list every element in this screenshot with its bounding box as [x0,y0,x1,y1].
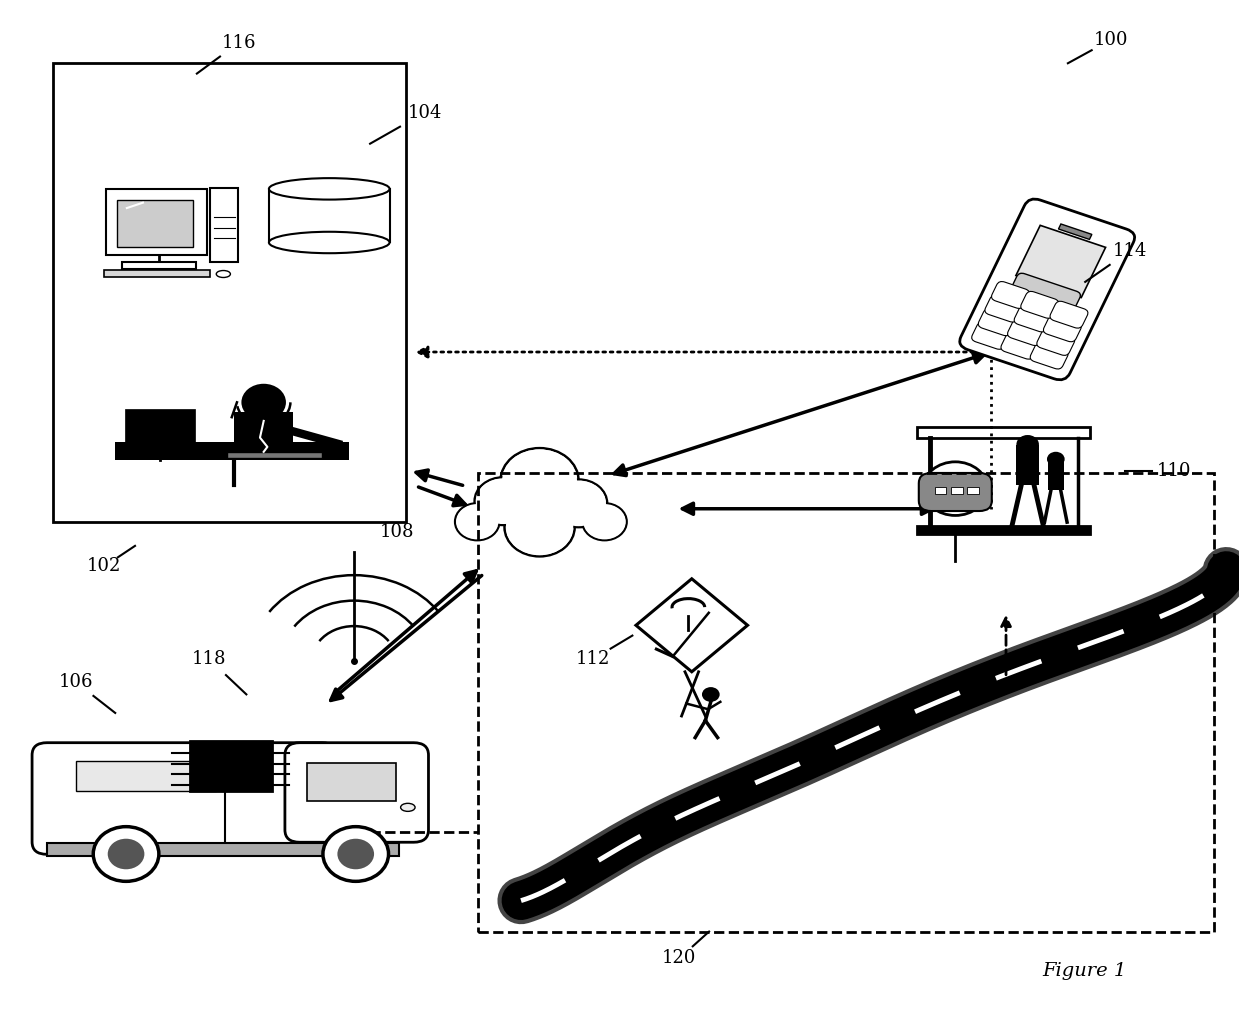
Text: 120: 120 [662,949,697,968]
Circle shape [583,504,626,540]
Text: 118: 118 [192,650,227,668]
FancyBboxPatch shape [190,741,272,791]
Polygon shape [636,579,748,672]
Ellipse shape [216,271,231,277]
FancyBboxPatch shape [47,843,399,855]
FancyBboxPatch shape [992,281,1029,308]
FancyBboxPatch shape [118,200,193,247]
Text: 108: 108 [379,523,414,542]
Circle shape [583,504,626,540]
FancyBboxPatch shape [76,761,216,791]
Circle shape [501,448,579,513]
FancyBboxPatch shape [1050,301,1087,328]
FancyBboxPatch shape [960,199,1135,379]
FancyBboxPatch shape [951,487,962,494]
Circle shape [551,481,606,526]
Circle shape [551,480,608,527]
Circle shape [1047,452,1065,466]
FancyBboxPatch shape [1001,332,1039,359]
FancyBboxPatch shape [919,473,992,511]
Circle shape [455,504,500,540]
FancyBboxPatch shape [1014,305,1052,332]
Circle shape [506,499,573,555]
Text: 104: 104 [407,103,441,122]
FancyBboxPatch shape [1008,318,1045,345]
FancyBboxPatch shape [53,63,405,522]
FancyBboxPatch shape [967,487,978,494]
FancyBboxPatch shape [227,452,321,458]
Text: 102: 102 [87,557,122,576]
Circle shape [108,839,144,870]
FancyBboxPatch shape [32,742,337,854]
FancyBboxPatch shape [972,323,1009,349]
FancyBboxPatch shape [211,188,238,263]
Circle shape [242,384,286,421]
FancyBboxPatch shape [1043,314,1081,342]
Text: 116: 116 [222,34,257,52]
Text: 110: 110 [1157,461,1192,480]
FancyBboxPatch shape [1059,224,1092,240]
FancyBboxPatch shape [916,427,1090,438]
Text: 106: 106 [58,673,93,691]
Text: 100: 100 [1094,31,1128,49]
FancyBboxPatch shape [125,408,196,452]
FancyBboxPatch shape [123,263,196,269]
Circle shape [502,450,577,512]
FancyBboxPatch shape [104,270,211,277]
FancyBboxPatch shape [234,412,294,452]
Circle shape [475,478,532,525]
FancyBboxPatch shape [916,526,1090,535]
Ellipse shape [269,178,389,200]
FancyBboxPatch shape [1048,460,1064,490]
FancyBboxPatch shape [978,309,1017,336]
FancyBboxPatch shape [285,742,429,843]
Circle shape [456,504,498,540]
FancyBboxPatch shape [935,487,946,494]
FancyBboxPatch shape [985,295,1023,322]
Ellipse shape [401,803,415,812]
FancyBboxPatch shape [1013,273,1080,308]
FancyBboxPatch shape [105,189,207,254]
Text: 112: 112 [575,650,610,668]
Circle shape [702,688,719,702]
Circle shape [505,498,574,556]
FancyBboxPatch shape [269,189,389,243]
Circle shape [1017,435,1039,454]
Circle shape [93,826,159,881]
Circle shape [337,839,374,870]
FancyBboxPatch shape [1021,292,1059,318]
FancyBboxPatch shape [1030,342,1068,369]
Circle shape [476,479,531,524]
FancyBboxPatch shape [1037,329,1075,356]
Ellipse shape [269,232,389,253]
Text: Figure 1: Figure 1 [1042,962,1126,980]
FancyBboxPatch shape [1016,225,1106,298]
Circle shape [322,826,388,881]
Text: 114: 114 [1112,242,1147,260]
FancyBboxPatch shape [1017,445,1039,485]
FancyBboxPatch shape [308,763,397,801]
FancyBboxPatch shape [115,442,348,460]
Circle shape [923,462,987,516]
